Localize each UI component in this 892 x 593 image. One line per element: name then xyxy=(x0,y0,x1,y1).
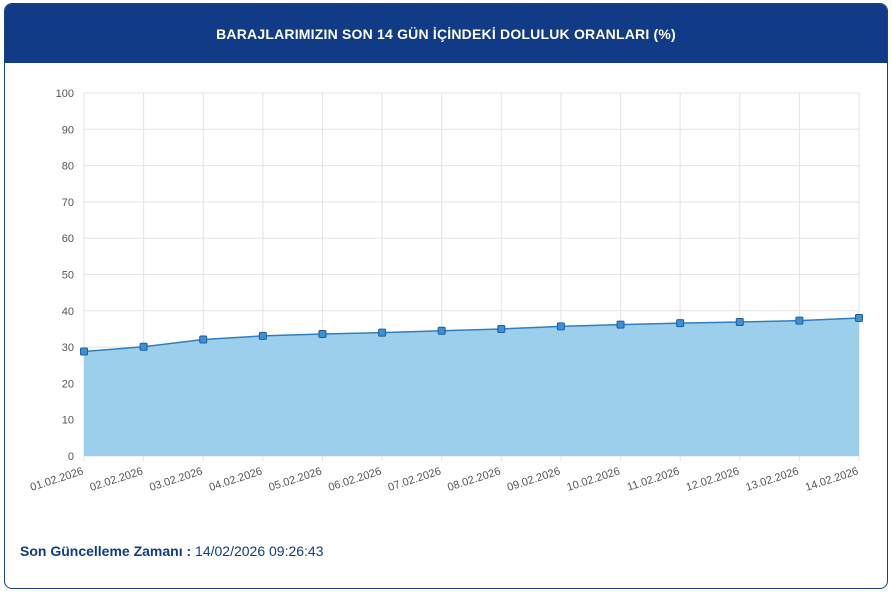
x-tick-label: 11.02.2026 xyxy=(626,465,681,493)
x-tick-label: 03.02.2026 xyxy=(148,465,204,493)
y-tick-label: 70 xyxy=(62,197,74,209)
data-point xyxy=(378,328,387,337)
data-point xyxy=(497,324,506,333)
data-point xyxy=(258,331,267,340)
last-update-value: 14/02/2026 09:26:43 xyxy=(195,543,324,559)
x-tick-label: 10.02.2026 xyxy=(565,465,621,493)
x-tick-label: 06.02.2026 xyxy=(327,465,383,493)
y-tick-label: 80 xyxy=(62,161,74,173)
data-point xyxy=(735,318,744,327)
y-tick-label: 10 xyxy=(62,415,74,427)
data-point xyxy=(676,319,685,328)
y-tick-label: 20 xyxy=(62,378,74,390)
x-tick-label: 13.02.2026 xyxy=(744,465,800,493)
data-point xyxy=(855,314,863,323)
chart-card: BARAJLARIMIZIN SON 14 GÜN İÇİNDEKİ DOLUL… xyxy=(4,3,888,589)
y-tick-label: 0 xyxy=(68,451,74,463)
chart-title: BARAJLARIMIZIN SON 14 GÜN İÇİNDEKİ DOLUL… xyxy=(216,25,676,42)
x-tick-label: 08.02.2026 xyxy=(446,465,502,493)
x-tick-label: 14.02.2026 xyxy=(804,465,860,493)
data-point xyxy=(437,326,446,335)
data-point xyxy=(139,342,148,351)
x-tick-label: 12.02.2026 xyxy=(685,465,741,493)
data-point xyxy=(556,322,565,331)
last-update: Son Güncelleme Zamanı : 14/02/2026 09:26… xyxy=(20,543,324,559)
x-tick-label: 05.02.2026 xyxy=(267,465,323,493)
x-tick-label: 02.02.2026 xyxy=(88,465,144,493)
y-tick-label: 60 xyxy=(62,233,74,245)
series-line xyxy=(83,317,860,353)
x-tick-label: 01.02.2026 xyxy=(29,465,85,493)
last-update-label: Son Güncelleme Zamanı : xyxy=(20,543,192,559)
y-tick-label: 40 xyxy=(62,306,74,318)
data-point xyxy=(318,330,327,339)
data-point xyxy=(795,316,804,325)
data-point xyxy=(80,347,88,356)
data-point xyxy=(616,320,625,329)
y-tick-label: 100 xyxy=(56,88,74,100)
card-header: BARAJLARIMIZIN SON 14 GÜN İÇİNDEKİ DOLUL… xyxy=(5,4,887,63)
x-tick-label: 07.02.2026 xyxy=(387,465,443,493)
data-point xyxy=(199,335,208,344)
x-tick-label: 09.02.2026 xyxy=(506,465,562,493)
x-tick-label: 04.02.2026 xyxy=(208,465,264,493)
y-tick-label: 90 xyxy=(62,124,74,136)
series-area xyxy=(84,318,859,456)
y-tick-label: 30 xyxy=(62,342,74,354)
y-tick-label: 50 xyxy=(62,270,74,282)
